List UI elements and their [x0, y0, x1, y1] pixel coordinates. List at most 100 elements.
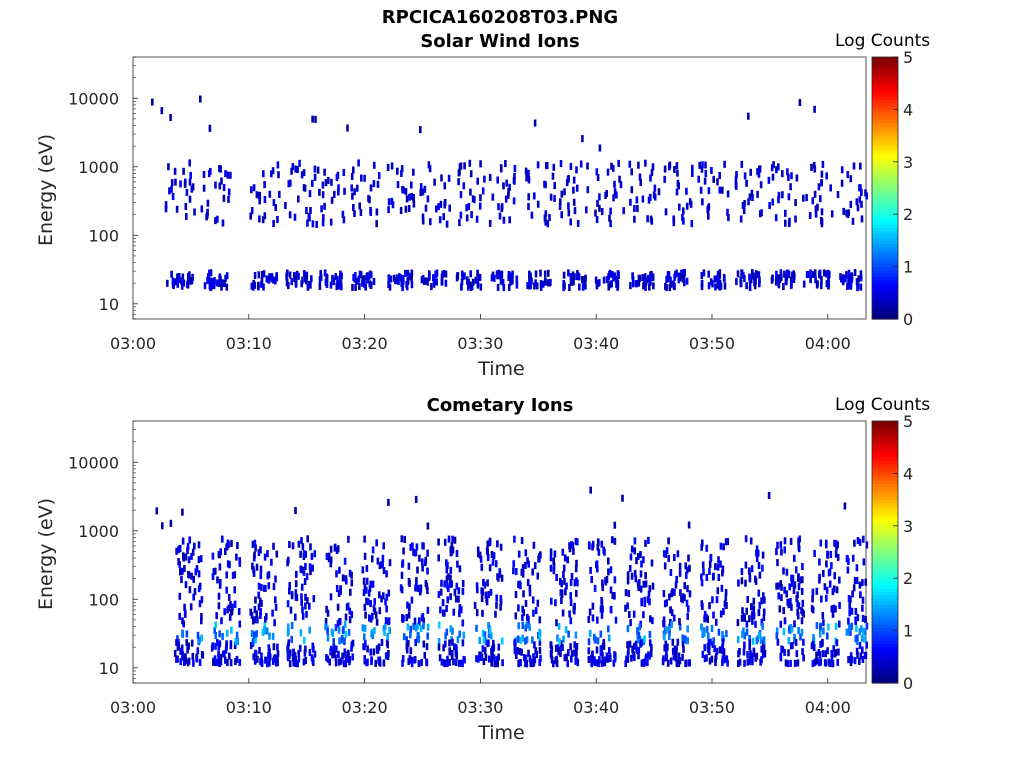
- cometary-data-cell: [449, 574, 452, 582]
- solar-data-cell: [400, 279, 403, 287]
- cometary-data-cell: [863, 635, 866, 643]
- cometary-data-cell: [201, 651, 205, 659]
- solar-data-cell: [297, 195, 300, 203]
- cometary-data-cell: [306, 535, 309, 543]
- solar-data-cell: [476, 177, 479, 185]
- cometary-data-cell: [497, 653, 500, 661]
- solar-data-cell: [751, 194, 754, 202]
- solar-data-cell: [188, 195, 192, 203]
- cometary-data-cell: [264, 585, 267, 593]
- cometary-data-cell: [486, 554, 490, 562]
- cometary-data-cell: [155, 507, 159, 515]
- colorbar-tick-label: 1: [903, 258, 913, 277]
- solar-data-cell: [493, 274, 496, 282]
- solar-data-cell: [757, 170, 761, 178]
- cometary-data-cell: [387, 617, 391, 625]
- cometary-data-cell: [365, 577, 369, 585]
- cometary-data-cell: [632, 610, 636, 618]
- solar-data-cell: [813, 269, 817, 277]
- cometary-data-cell: [596, 543, 600, 551]
- cometary-data-cell: [461, 587, 465, 595]
- cometary-data-cell: [380, 561, 383, 569]
- cometary-data-cell: [783, 617, 787, 625]
- solar-data-cell: [354, 272, 357, 280]
- cometary-data-cell: [477, 550, 480, 558]
- cometary-data-cell: [665, 547, 669, 555]
- solar-data-cell: [814, 276, 817, 284]
- cometary-data-cell: [531, 596, 535, 604]
- colorbar-segment: [872, 168, 898, 173]
- solar-data-cell: [504, 160, 507, 168]
- cometary-data-cell: [219, 579, 222, 587]
- cometary-data-cell: [668, 628, 671, 636]
- solar-data-cell: [840, 166, 844, 174]
- solar-data-cell: [629, 282, 632, 290]
- cometary-data-cell: [626, 577, 630, 585]
- cometary-data-cell: [611, 536, 614, 544]
- cometary-data-cell: [520, 537, 524, 545]
- solar-data-cell: [361, 279, 364, 287]
- solar-data-cell: [541, 280, 545, 288]
- solar-data-cell: [189, 277, 193, 285]
- cometary-data-cell: [382, 659, 386, 667]
- cometary-data-cell: [450, 542, 454, 550]
- cometary-data-cell: [824, 650, 827, 658]
- cometary-data-cell: [483, 647, 487, 655]
- cometary-data-cell: [767, 491, 771, 499]
- cometary-data-cell: [362, 589, 366, 597]
- cometary-data-cell: [313, 550, 317, 558]
- cometary-data-cell: [721, 643, 724, 651]
- cometary-data-cell: [630, 572, 634, 580]
- cometary-data-cell: [665, 653, 668, 661]
- cometary-data-cell: [424, 556, 428, 564]
- solar-data-cell: [421, 188, 425, 196]
- colorbar-segment: [872, 669, 898, 674]
- cometary-data-cell: [512, 567, 515, 575]
- cometary-data-cell: [606, 655, 610, 663]
- cometary-data-cell: [520, 648, 523, 656]
- solar-data-cell: [647, 196, 651, 204]
- cometary-data-cell: [254, 596, 257, 604]
- solar-data-cell: [534, 270, 538, 278]
- cometary-data-cell: [751, 637, 755, 645]
- cometary-data-cell: [230, 539, 233, 547]
- cometary-data-cell: [538, 638, 542, 646]
- solar-data-cell: [189, 171, 192, 179]
- colorbar-segment: [872, 119, 898, 124]
- cometary-data-cell: [747, 567, 751, 575]
- solar-data-cell: [653, 193, 657, 201]
- solar-data-cell: [477, 273, 481, 281]
- colorbar-segment: [872, 588, 898, 592]
- solar-data-cell: [527, 203, 530, 211]
- colorbar-segment: [872, 158, 898, 163]
- colorbar-segment: [872, 227, 898, 232]
- solar-data-cell: [607, 273, 610, 281]
- cometary-data-cell: [847, 617, 850, 625]
- cometary-data-cell: [673, 554, 676, 562]
- cometary-data-cell: [819, 640, 822, 648]
- cometary-data-cell: [426, 587, 429, 595]
- cometary-data-cell: [453, 588, 457, 596]
- solar-data-cell: [199, 95, 202, 103]
- cometary-data-cell: [751, 658, 754, 666]
- cometary-data-cell: [454, 595, 458, 603]
- cometary-data-cell: [497, 643, 501, 651]
- cometary-data-cell: [833, 572, 836, 580]
- cometary-data-cell: [412, 548, 415, 556]
- solar-data-cell: [792, 270, 795, 278]
- solar-data-cell: [840, 179, 844, 187]
- solar-data-cell: [784, 219, 787, 227]
- cometary-data-cell: [858, 581, 862, 589]
- solar-data-cell: [513, 165, 517, 173]
- cometary-data-cell: [600, 540, 604, 548]
- cometary-data-cell: [524, 561, 527, 569]
- solar-data-cell: [330, 196, 334, 204]
- colorbar-segment: [872, 427, 898, 432]
- cometary-data-cell: [714, 563, 717, 571]
- cometary-data-cell: [415, 577, 418, 585]
- y-tick-label: 100: [88, 226, 119, 245]
- solar-data-cell: [535, 282, 539, 290]
- cometary-data-cell: [198, 600, 202, 608]
- cometary-data-cell: [560, 591, 564, 599]
